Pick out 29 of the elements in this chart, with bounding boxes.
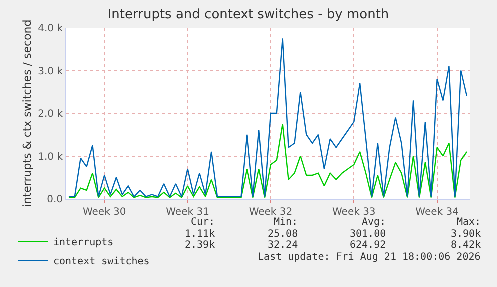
- legend-label: context switches: [53, 256, 150, 268]
- line-series: [68, 38, 468, 198]
- text: 32.24: [268, 240, 298, 251]
- text: Cur:: [191, 217, 216, 228]
- y-tick-label: 2.0 k: [38, 109, 64, 120]
- y-tick-label: 1.0 k: [38, 152, 64, 163]
- text: 2.39k: [185, 240, 216, 251]
- chart-title: Interrupts and context switches - by month: [108, 8, 390, 23]
- text: Avg:: [362, 217, 386, 228]
- x-tick-label: Week 32: [249, 207, 293, 218]
- text: 25.08: [268, 229, 298, 240]
- text: 8.42k: [451, 240, 482, 251]
- text: Last update: Fri Aug 21 18:00:06 2026: [258, 252, 481, 263]
- text: 301.00: [350, 229, 386, 240]
- x-tick-label: Week 30: [82, 207, 126, 218]
- text: 624.92: [350, 240, 386, 251]
- text: 3.90k: [451, 229, 482, 240]
- line-series: [68, 124, 468, 198]
- text: Min:: [274, 217, 298, 228]
- x-tick-label: Week 33: [332, 207, 376, 218]
- legend-label: interrupts: [53, 238, 114, 249]
- text: 1.11k: [185, 229, 216, 240]
- y-tick-label: 3.0 k: [38, 66, 64, 78]
- y-tick-label: 0.0: [47, 194, 63, 206]
- text: Max:: [457, 217, 482, 228]
- y-axis-title: interrupts & ctx switches / second: [20, 20, 34, 208]
- x-tick-label: Week 34: [416, 207, 459, 218]
- x-tick-label: Week 31: [166, 207, 210, 218]
- y-tick-label: 4.0 k: [38, 24, 64, 34]
